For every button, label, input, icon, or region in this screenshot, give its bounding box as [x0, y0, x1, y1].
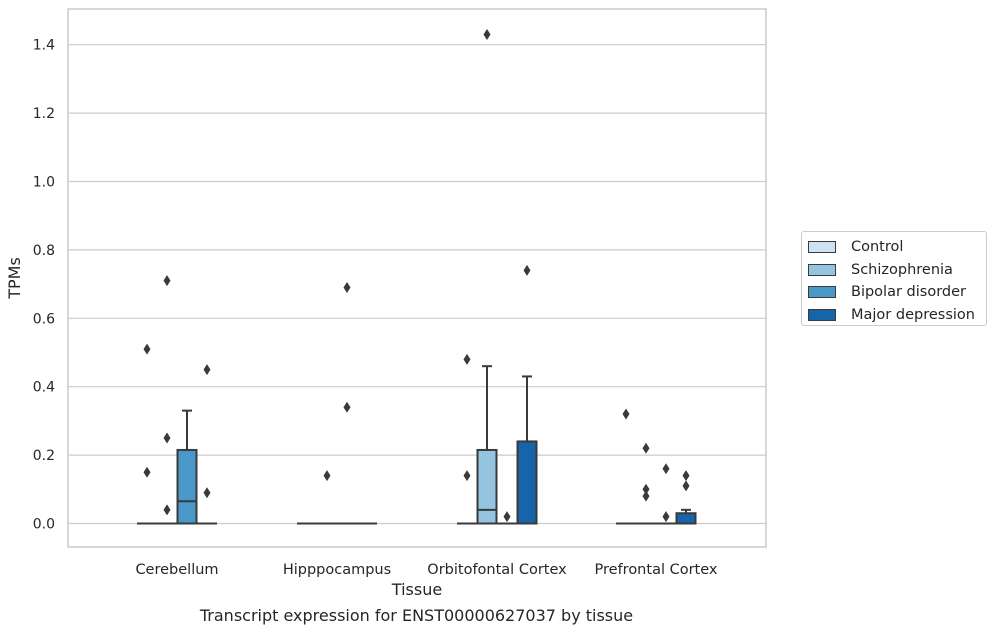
- legend-swatch: [808, 263, 836, 276]
- box-major-depression: [675, 470, 697, 525]
- y-tick-label: 0.0: [33, 517, 55, 533]
- box-plot-series: [137, 28, 697, 525]
- outlier-point: [483, 28, 491, 40]
- box: [176, 448, 198, 525]
- outlier-point: [642, 442, 650, 454]
- legend-item: Schizophrenia: [808, 259, 986, 282]
- box-bipolar-disorder: [656, 463, 676, 525]
- box-schizophrenia: [636, 442, 656, 525]
- legend-label: Control: [851, 239, 904, 256]
- y-tick-label: 1.4: [33, 38, 55, 54]
- x-axis-label: Tissue: [391, 580, 442, 599]
- legend-swatch: [808, 308, 836, 321]
- outlier-point: [622, 408, 630, 420]
- outlier-point: [203, 364, 211, 376]
- box: [675, 512, 697, 525]
- box-bipolar-disorder: [337, 282, 357, 525]
- y-tick-label: 1.0: [33, 175, 55, 191]
- x-tick-label: Hipppocampus: [283, 562, 391, 578]
- box-control: [616, 408, 636, 525]
- outlier-point: [163, 275, 171, 287]
- legend-swatch: [808, 241, 836, 254]
- box-schizophrenia: [157, 275, 177, 525]
- outlier-point: [642, 490, 650, 502]
- outlier-point: [343, 401, 351, 413]
- y-axis-label: TPMs: [5, 257, 24, 300]
- box-control: [457, 353, 477, 525]
- outlier-point: [463, 470, 471, 482]
- outlier-point: [203, 487, 211, 499]
- y-tick-label: 0.8: [33, 243, 55, 259]
- figure-caption: Transcript expression for ENST0000062703…: [199, 606, 634, 625]
- legend-item: Bipolar disorder: [808, 281, 986, 304]
- box-control: [137, 343, 157, 525]
- box-schizophrenia: [476, 28, 498, 525]
- outlier-point: [163, 432, 171, 444]
- box: [516, 440, 538, 525]
- x-tick-label: Cerebellum: [135, 562, 218, 578]
- outlier-point: [343, 282, 351, 294]
- y-tick-labels: 0.0 0.2 0.4 0.6 0.8 1.0 1.2 1.4: [33, 38, 55, 533]
- legend-label: Major depression: [851, 306, 975, 323]
- box-major-depression: [197, 364, 217, 525]
- outlier-point: [503, 511, 511, 523]
- x-tick-labels: Cerebellum Hipppocampus Orbitofontal Corte…: [135, 562, 717, 578]
- box-bipolar-disorder: [497, 511, 517, 525]
- gridlines: [68, 44, 766, 525]
- outlier-point: [143, 466, 151, 478]
- outlier-point: [143, 343, 151, 355]
- box-major-depression: [516, 264, 538, 525]
- y-tick-label: 0.2: [33, 448, 55, 464]
- legend-item: Control: [808, 236, 986, 259]
- y-tick-label: 0.6: [33, 311, 55, 327]
- outlier-point: [323, 470, 331, 482]
- outlier-point: [682, 470, 690, 482]
- outlier-point: [662, 463, 670, 475]
- box-bipolar-disorder: [176, 409, 198, 525]
- legend-label: Schizophrenia: [851, 261, 953, 278]
- box-schizophrenia: [317, 470, 337, 525]
- box: [476, 448, 498, 525]
- legend-label: Bipolar disorder: [851, 284, 966, 301]
- outlier-point: [642, 483, 650, 495]
- x-tick-label: Orbitofontal Cortex: [427, 562, 567, 578]
- outlier-point: [463, 353, 471, 365]
- outlier-point: [523, 264, 531, 276]
- legend-swatch: [808, 286, 836, 299]
- x-tick-label: Prefrontal Cortex: [595, 562, 718, 578]
- outlier-point: [662, 511, 670, 523]
- plot-frame: [67, 8, 767, 548]
- y-tick-label: 1.2: [33, 106, 55, 122]
- legend-item: Major depression: [808, 304, 986, 327]
- outlier-point: [682, 480, 690, 492]
- outlier-point: [163, 504, 171, 516]
- legend: Control Schizophrenia Bipolar disorder Majo…: [801, 231, 987, 326]
- y-tick-label: 0.4: [33, 380, 55, 396]
